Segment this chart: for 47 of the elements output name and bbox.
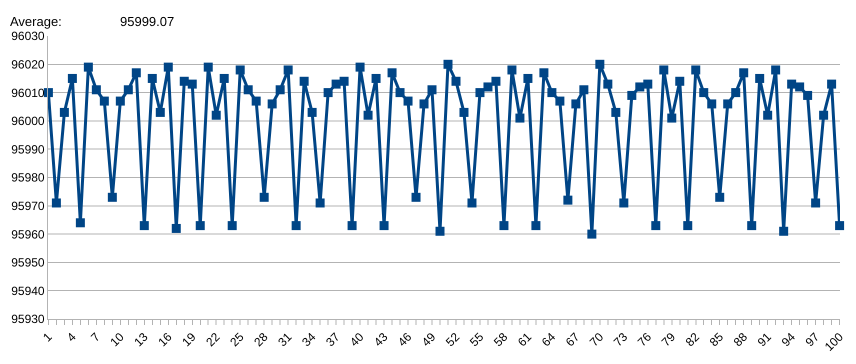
text: Average: — [10, 14, 62, 29]
x-tick-label: 49 — [419, 330, 439, 350]
x-tick-label: 16 — [155, 330, 175, 350]
y-tick-label: 95970 — [11, 199, 45, 213]
x-tick-label: 85 — [706, 330, 726, 350]
x-tick-label: 4 — [64, 330, 79, 344]
x-tick-label: 97 — [802, 330, 822, 350]
y-tick-label: 95960 — [11, 227, 45, 242]
y-tick-label: 95940 — [11, 284, 45, 298]
y-tick-label: 95980 — [11, 170, 45, 185]
y-tick-label: 96030 — [11, 29, 45, 44]
x-tick-label: 79 — [658, 330, 678, 350]
text: 95999.07 — [120, 14, 174, 29]
y-tick-label: 96020 — [11, 58, 45, 72]
x-tick-label: 58 — [490, 330, 511, 350]
x-tick-label: 67 — [562, 330, 582, 350]
x-tick-label: 10 — [107, 330, 127, 350]
x-tick-label: 40 — [347, 330, 367, 350]
x-tick-label: 52 — [443, 330, 463, 350]
x-tick-label: 34 — [299, 330, 319, 350]
x-tick-label: 76 — [634, 330, 654, 350]
x-tick-label: 1 — [40, 330, 55, 344]
x-tick-label: 43 — [371, 330, 391, 350]
x-tick-label: 82 — [682, 330, 702, 350]
y-tick-label: 96000 — [11, 114, 45, 128]
x-tick-label: 100 — [822, 330, 846, 354]
y-tick-label: 95930 — [11, 312, 45, 326]
x-tick-label: 28 — [251, 330, 271, 350]
y-tick-label: 96010 — [11, 86, 45, 100]
x-tick-label: 13 — [131, 330, 151, 350]
x-tick-label: 55 — [466, 330, 487, 350]
y-tick-label: 95990 — [11, 142, 45, 156]
x-tick-label: 25 — [227, 330, 247, 350]
x-tick-label: 19 — [179, 330, 199, 350]
x-tick-label: 64 — [538, 330, 558, 350]
x-tick-label: 70 — [586, 330, 606, 350]
x-tick-label: 46 — [395, 330, 415, 350]
y-tick-label: 95950 — [11, 256, 45, 270]
x-tick-label: 88 — [730, 330, 750, 350]
x-tick-label: 73 — [610, 330, 630, 350]
x-tick-label: 37 — [323, 330, 343, 350]
x-tick-label: 61 — [514, 330, 535, 350]
x-tick-label: 31 — [275, 330, 295, 350]
x-tick-label: 22 — [203, 330, 223, 350]
x-tick-label: 94 — [778, 330, 798, 350]
x-tick-label: 91 — [754, 330, 774, 350]
x-tick-label: 7 — [88, 330, 103, 344]
